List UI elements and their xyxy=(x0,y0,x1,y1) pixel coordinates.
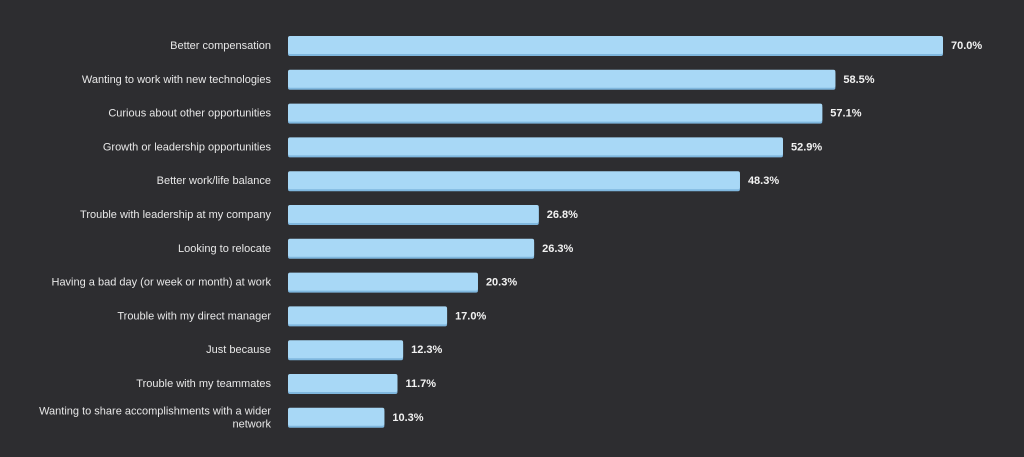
bar xyxy=(288,272,478,291)
bar xyxy=(288,69,836,88)
value-label: 10.3% xyxy=(392,412,423,424)
value-label: 11.7% xyxy=(405,378,436,390)
category-label: Wanting to work with new technologies xyxy=(82,74,272,86)
value-label: 70.0% xyxy=(951,40,982,52)
value-label: 12.3% xyxy=(411,344,442,356)
value-label: 58.5% xyxy=(843,74,874,86)
category-label: Trouble with my teammates xyxy=(136,378,271,390)
category-label: Wanting to share accomplishments with a … xyxy=(39,405,271,430)
bar xyxy=(288,103,823,122)
category-label: Trouble with leadership at my company xyxy=(80,209,271,221)
bar xyxy=(288,238,535,257)
bar xyxy=(288,205,539,223)
category-label: Having a bad day (or week or month) at w… xyxy=(52,277,272,289)
category-label: Curious about other opportunities xyxy=(108,108,271,120)
bar xyxy=(288,306,448,325)
category-label: Trouble with my direct manager xyxy=(117,310,271,322)
value-label: 26.8% xyxy=(547,209,578,221)
category-label: Better work/life balance xyxy=(157,175,271,187)
bar xyxy=(288,374,398,392)
bar xyxy=(288,171,740,190)
value-label: 48.3% xyxy=(748,175,779,187)
category-label: Just because xyxy=(206,344,271,356)
value-label: 17.0% xyxy=(455,310,486,322)
bar xyxy=(288,407,385,426)
bar xyxy=(288,340,404,359)
bar xyxy=(288,36,943,54)
value-label: 57.1% xyxy=(830,108,861,120)
value-label: 26.3% xyxy=(542,243,573,255)
value-label: 52.9% xyxy=(791,141,822,153)
category-label: Better compensation xyxy=(170,40,271,52)
category-label: Growth or leadership opportunities xyxy=(103,141,272,153)
bar xyxy=(288,137,783,156)
category-label: Looking to relocate xyxy=(178,243,271,255)
value-label: 20.3% xyxy=(486,277,517,289)
